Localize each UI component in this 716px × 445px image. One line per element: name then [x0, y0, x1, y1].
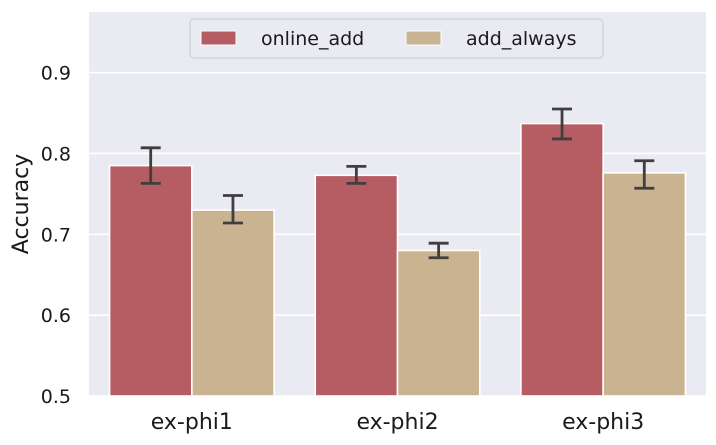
error-bar-add_always-ex-phi2: [428, 241, 449, 260]
legend-label-add_always: add_always: [466, 28, 577, 50]
legend-swatch-add_always: [405, 30, 442, 46]
legend-swatch-online_add: [200, 30, 237, 46]
legend-frame: [189, 18, 604, 59]
y-tick-label: 0.6: [41, 305, 71, 327]
error-bar-online_add-ex-phi3: [552, 107, 573, 141]
error-bar-add_always-ex-phi3: [634, 159, 655, 190]
y-tick-label: 0.7: [41, 224, 71, 246]
error-bar-online_add-ex-phi1: [140, 146, 161, 185]
bar-online_add-ex-phi1: [108, 164, 193, 397]
y-tick-label: 0.5: [41, 386, 71, 408]
y-tick-label: 0.9: [41, 63, 71, 85]
error-bar-add_always-ex-phi1: [222, 194, 243, 225]
y-tick-label: 0.8: [41, 143, 71, 165]
x-tick-label: ex-phi1: [151, 410, 233, 435]
bar-add_always-ex-phi1: [191, 209, 275, 397]
error-bar-online_add-ex-phi2: [346, 165, 367, 185]
error-bars: [140, 107, 655, 260]
x-axis: ex-phi1 ex-phi2 ex-phi3: [151, 410, 644, 435]
y-axis-label: Accuracy: [9, 154, 34, 254]
x-tick-label: ex-phi3: [562, 410, 644, 435]
legend-label-online_add: online_add: [261, 28, 364, 50]
bar-online_add-ex-phi3: [520, 122, 604, 397]
bar-add_always-ex-phi2: [396, 249, 481, 397]
bar-online_add-ex-phi2: [314, 174, 399, 397]
y-axis: 0.5 0.6 0.7 0.8 0.9: [41, 63, 71, 408]
bar-add_always-ex-phi3: [602, 172, 687, 397]
legend: online_add add_always: [189, 18, 604, 59]
bars: [108, 122, 687, 397]
x-tick-label: ex-phi2: [356, 410, 438, 435]
